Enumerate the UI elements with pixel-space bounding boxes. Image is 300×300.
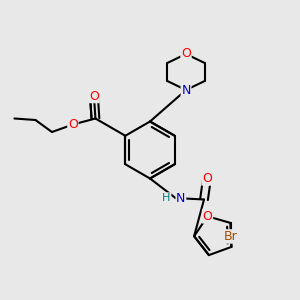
Text: Br: Br bbox=[224, 230, 238, 243]
Text: O: O bbox=[89, 89, 99, 103]
Text: O: O bbox=[68, 118, 78, 131]
Text: O: O bbox=[202, 172, 212, 185]
Text: O: O bbox=[181, 47, 191, 61]
Text: N: N bbox=[181, 83, 191, 97]
Text: O: O bbox=[202, 210, 212, 223]
Text: H: H bbox=[162, 193, 171, 203]
Text: N: N bbox=[176, 191, 186, 205]
